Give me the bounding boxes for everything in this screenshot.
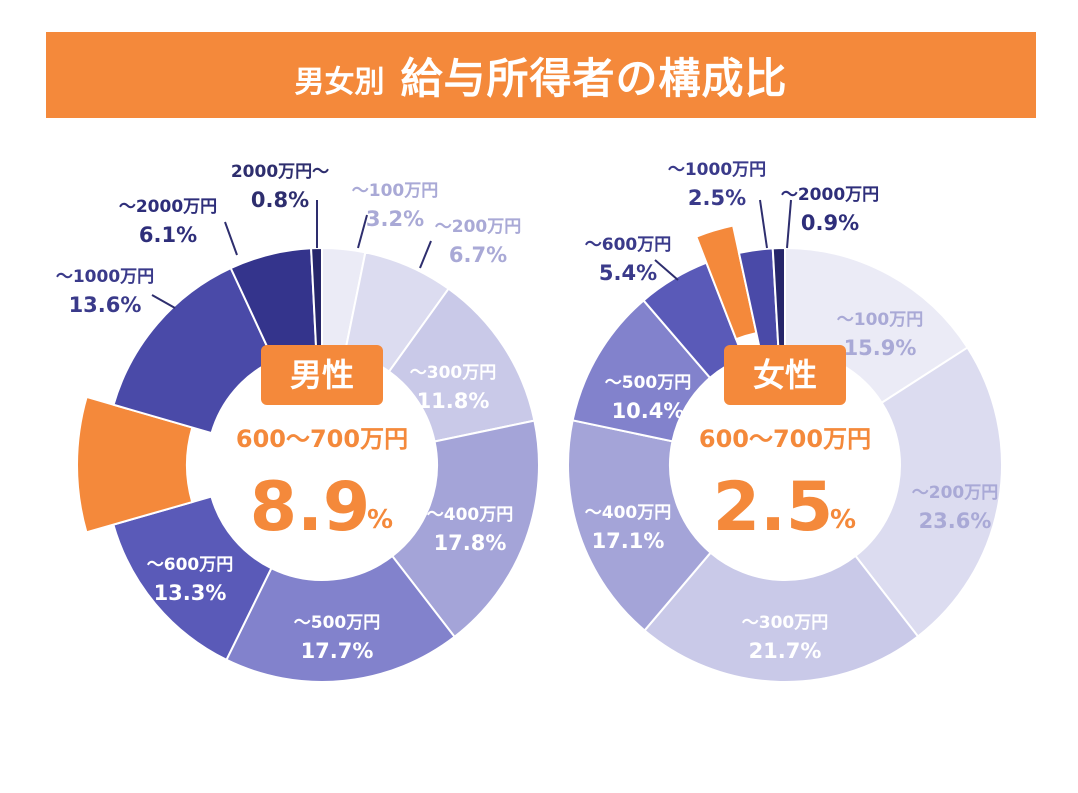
- value-label-3: 17.1%: [592, 529, 665, 553]
- leader-line-5: [654, 259, 679, 281]
- highlight-slice: [76, 395, 194, 534]
- leader-line-7: [151, 294, 176, 309]
- category-label-3: 〜400万円: [585, 503, 672, 523]
- value-label-8: 6.1%: [139, 223, 197, 247]
- category-label-8: 〜2000万円: [781, 185, 879, 205]
- category-label-7: 〜1000万円: [56, 267, 154, 287]
- value-label-1: 23.6%: [919, 509, 992, 533]
- value-label-0: 3.2%: [366, 207, 424, 231]
- category-label-0: 〜100万円: [837, 310, 924, 330]
- donut-hole: [672, 352, 898, 578]
- slice-1: [854, 346, 1003, 638]
- highlight-value: 2.5: [713, 468, 833, 547]
- value-label-3: 17.8%: [434, 531, 507, 555]
- value-label-7: 13.6%: [69, 293, 142, 317]
- donut-chart-0: 〜100万円 3.2% 〜200万円 6.7% 〜300万円 11.8% 〜400万円 17.…: [56, 162, 540, 683]
- value-label-9: 0.8%: [251, 188, 309, 212]
- category-label-2: 〜300万円: [742, 613, 829, 633]
- category-label-1: 〜200万円: [435, 217, 522, 237]
- leader-line-8: [224, 221, 238, 256]
- highlight-category: 600〜700万円: [236, 425, 408, 453]
- value-label-1: 6.7%: [449, 243, 507, 267]
- category-label-4: 〜500万円: [294, 613, 381, 633]
- highlight-value: 8.9: [250, 468, 370, 547]
- title-main: 給与所得者の構成比: [400, 53, 788, 103]
- category-label-0: 〜100万円: [352, 181, 439, 201]
- leader-line-1: [419, 240, 432, 269]
- value-label-0: 15.9%: [844, 336, 917, 360]
- slice-3: [390, 419, 540, 639]
- value-label-8: 0.9%: [801, 211, 859, 235]
- title-banner: 男女別 給与所得者の構成比: [46, 32, 1036, 118]
- category-label-2: 〜300万円: [410, 363, 497, 383]
- value-label-5: 5.4%: [599, 261, 657, 285]
- category-label-8: 〜2000万円: [119, 197, 217, 217]
- value-label-4: 17.7%: [301, 639, 374, 663]
- gender-badge-label: 男性: [290, 356, 354, 394]
- title-prefix: 男女別: [294, 65, 385, 100]
- highlight-unit: %: [367, 505, 393, 535]
- highlight-unit: %: [830, 505, 856, 535]
- donut-chart-1: 〜100万円 15.9% 〜200万円 23.6% 〜300万円 21.7% 〜400万円 1…: [567, 160, 1003, 683]
- value-label-5: 13.3%: [154, 581, 227, 605]
- category-label-3: 〜400万円: [427, 505, 514, 525]
- gender-badge: [261, 345, 383, 405]
- slice-4: [225, 554, 456, 683]
- slice-2: [643, 551, 920, 683]
- slice-3: [567, 419, 712, 632]
- category-label-5: 〜600万円: [147, 555, 234, 575]
- leader-line-8: [786, 199, 792, 249]
- value-label-2: 11.8%: [417, 389, 490, 413]
- category-label-7: 〜1000万円: [668, 160, 766, 180]
- category-label-4: 〜500万円: [605, 373, 692, 393]
- gender-badge-label: 女性: [753, 356, 817, 394]
- donut-hole: [209, 352, 435, 578]
- category-label-5: 〜600万円: [585, 235, 672, 255]
- value-label-4: 10.4%: [612, 399, 685, 423]
- value-label-7: 2.5%: [688, 186, 746, 210]
- leader-line-0: [357, 214, 368, 249]
- category-label-9: 2000万円〜: [231, 162, 329, 182]
- value-label-2: 21.7%: [749, 639, 822, 663]
- category-label-1: 〜200万円: [912, 483, 999, 503]
- gender-badge: [724, 345, 846, 405]
- highlight-category: 600〜700万円: [699, 425, 871, 453]
- leader-line-7: [759, 199, 768, 249]
